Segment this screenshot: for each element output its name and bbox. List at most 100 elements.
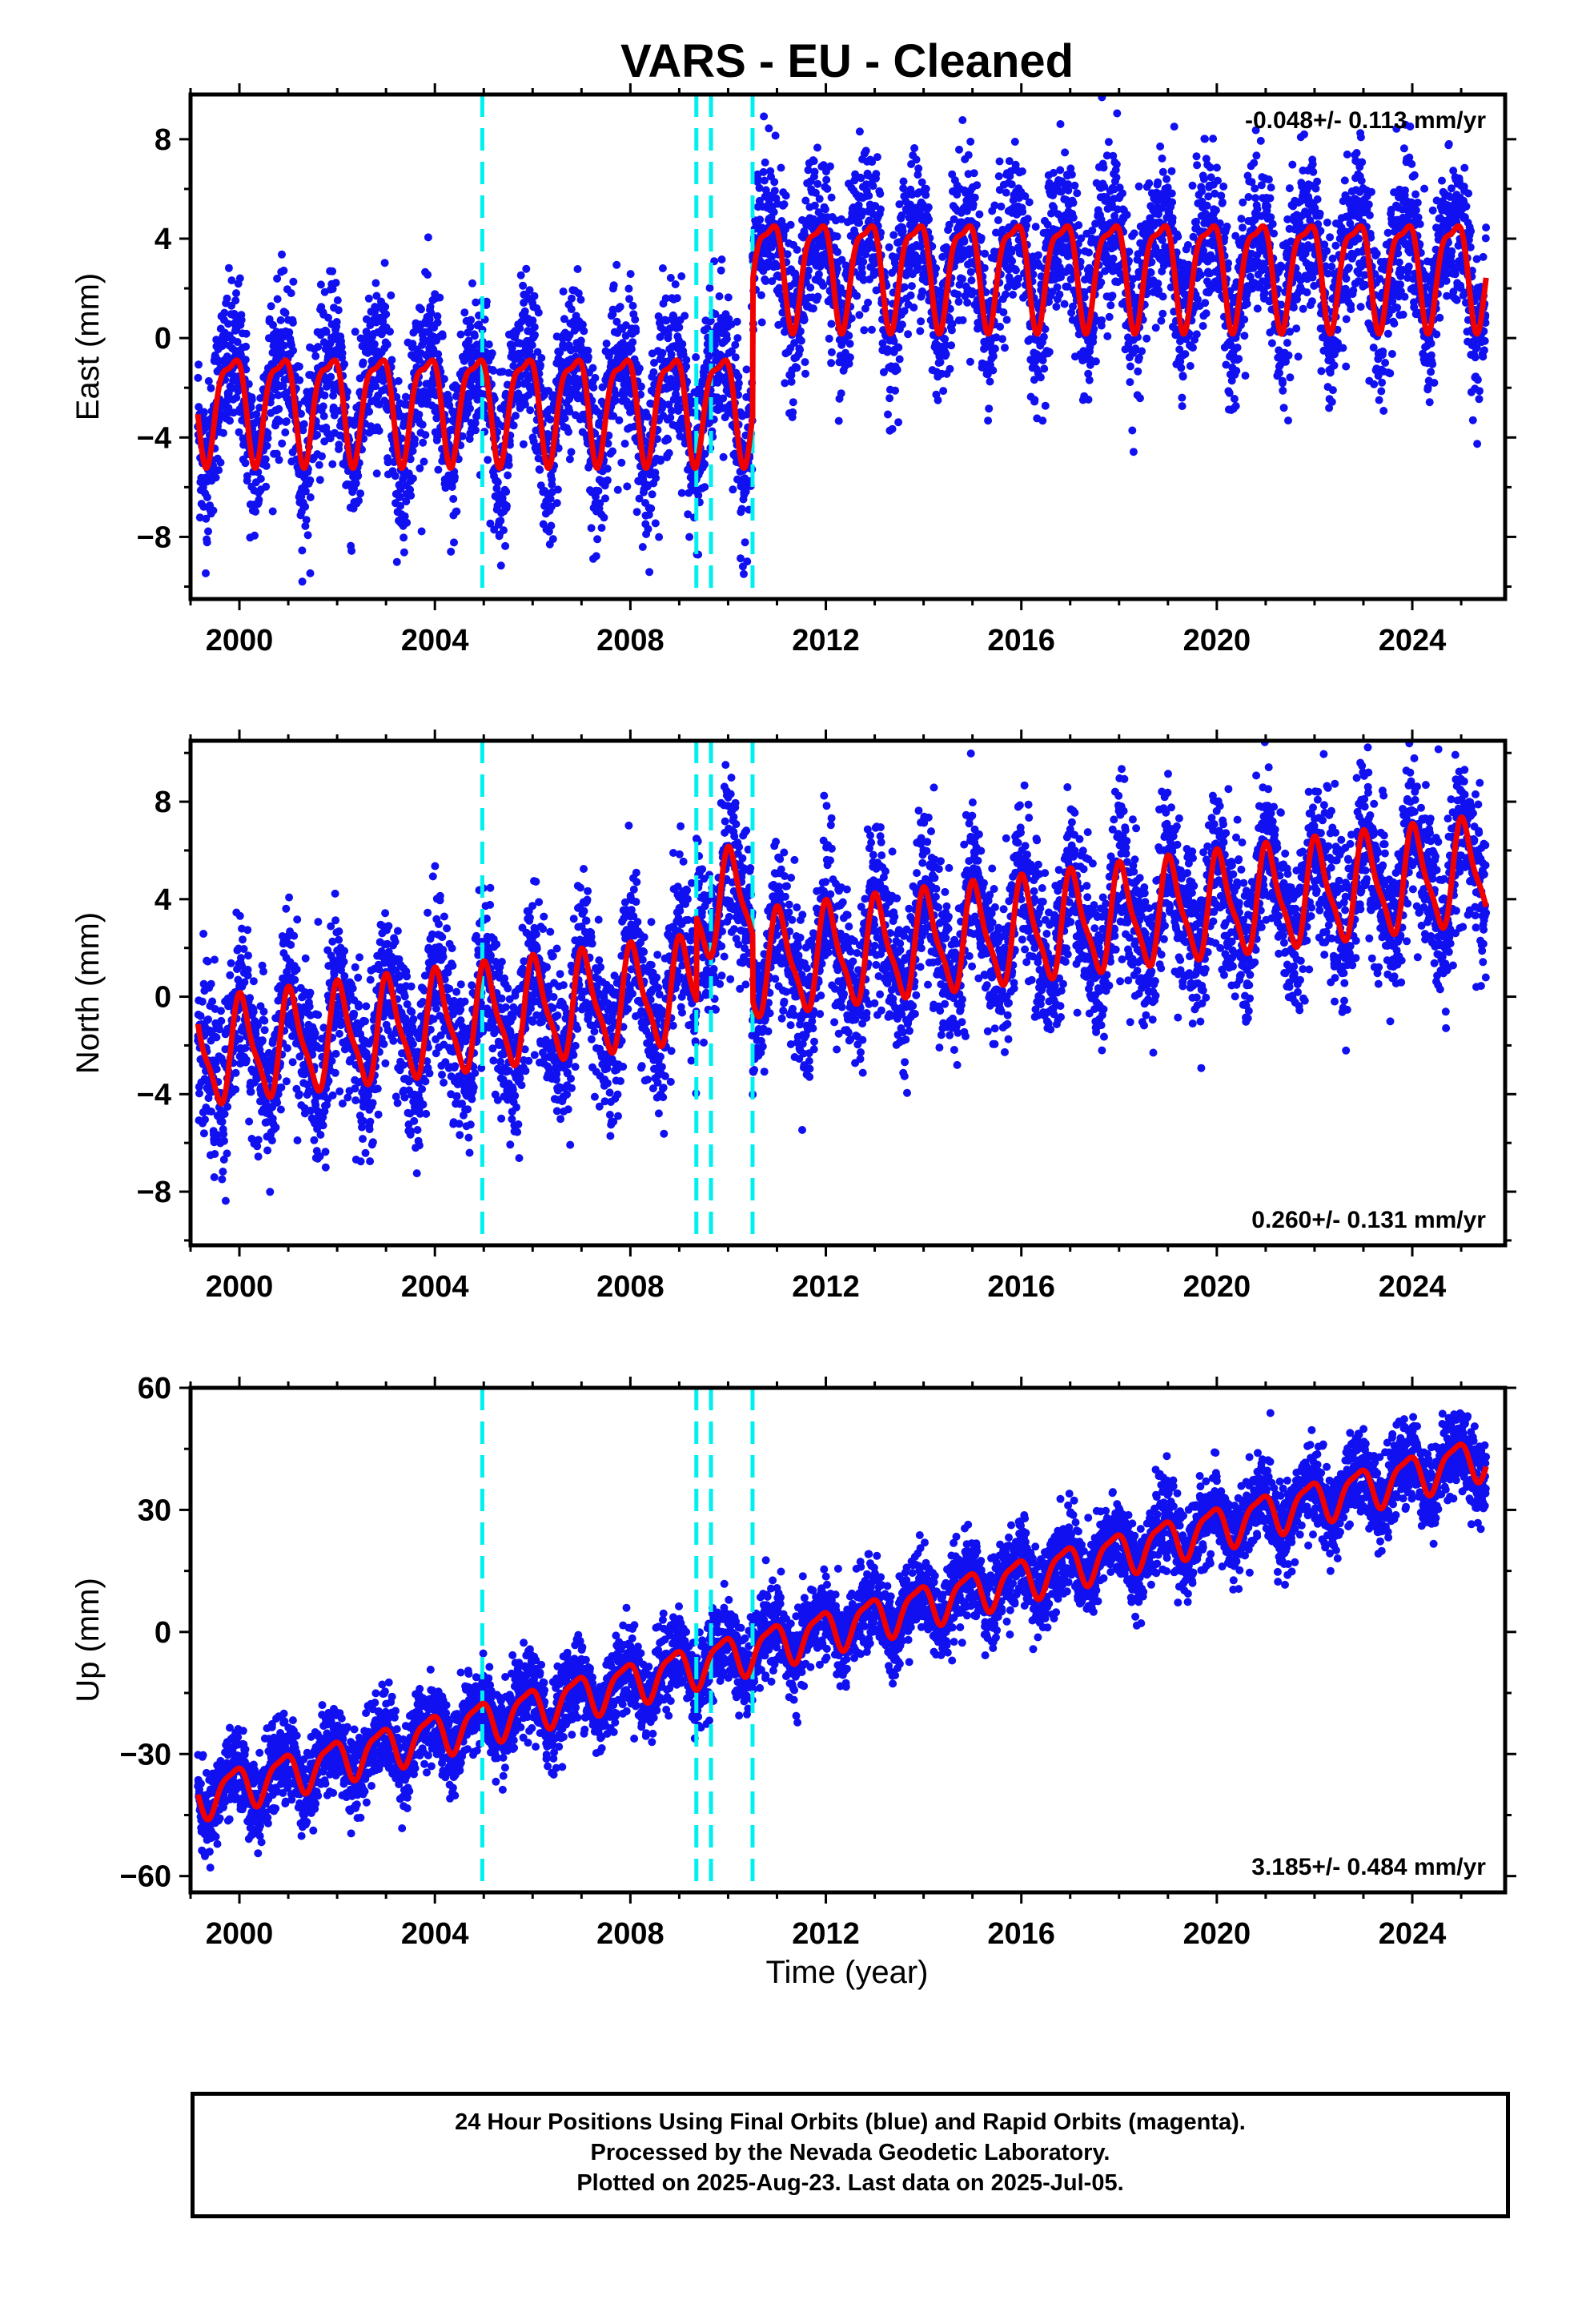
data-point: [1174, 232, 1182, 241]
data-point: [921, 184, 930, 193]
data-point: [493, 478, 502, 487]
data-point: [914, 164, 923, 173]
data-point: [977, 234, 986, 243]
data-point: [408, 447, 417, 456]
data-point: [954, 297, 963, 306]
data-point: [262, 482, 271, 491]
data-point: [675, 323, 684, 332]
data-point: [1099, 163, 1108, 172]
data-point: [400, 512, 409, 521]
data-point: [963, 298, 972, 307]
data-point: [1085, 376, 1094, 384]
data-point: [643, 412, 652, 421]
data-point: [1244, 193, 1253, 201]
data-point: [800, 316, 809, 324]
data-point: [906, 291, 915, 300]
data-point: [1031, 223, 1040, 231]
data-point: [267, 392, 276, 401]
data-point: [966, 357, 974, 366]
data-point: [1167, 167, 1176, 175]
data-point: [793, 245, 801, 254]
data-point: [319, 412, 328, 420]
data-point: [1240, 316, 1249, 324]
data-point: [1034, 251, 1042, 259]
data-point: [242, 329, 251, 338]
data-point: [227, 276, 236, 285]
data-point: [594, 487, 603, 495]
data-point: [958, 275, 966, 283]
data-point: [272, 449, 281, 458]
data-point: [1070, 181, 1079, 190]
data-point: [565, 455, 574, 464]
data-point: [827, 193, 836, 202]
data-point: [628, 338, 637, 347]
data-point: [910, 144, 919, 152]
data-point: [560, 414, 569, 423]
data-point: [632, 508, 641, 517]
data-point: [1052, 303, 1061, 311]
data-point: [801, 369, 809, 378]
data-point: [470, 332, 479, 340]
data-point: [397, 434, 406, 443]
data-point: [889, 231, 898, 239]
data-point: [417, 527, 426, 536]
data-point: [229, 408, 238, 417]
data-point: [1162, 175, 1171, 183]
data-point: [269, 320, 277, 329]
data-point: [564, 428, 572, 436]
data-point: [467, 316, 476, 324]
data-point: [406, 485, 415, 494]
data-point: [241, 459, 250, 468]
data-point: [1189, 344, 1197, 352]
data-point: [1002, 290, 1010, 299]
data-point: [1192, 152, 1201, 161]
data-point: [1193, 161, 1202, 170]
data-point: [647, 504, 656, 513]
data-point: [624, 284, 633, 293]
data-point: [278, 439, 287, 448]
data-point: [383, 458, 392, 467]
data-point: [433, 318, 442, 327]
data-point: [1230, 395, 1239, 403]
data-point: [531, 331, 539, 340]
data-point: [338, 349, 347, 357]
data-point: [1240, 332, 1249, 340]
data-point: [231, 296, 240, 305]
data-point: [837, 389, 845, 398]
data-point: [382, 310, 391, 319]
data-point: [1202, 309, 1211, 318]
data-point: [864, 298, 873, 307]
data-point: [806, 283, 815, 292]
data-point: [819, 281, 828, 290]
data-point: [995, 157, 1004, 166]
data-point: [1146, 268, 1155, 277]
data-point: [530, 323, 539, 332]
data-point: [1130, 229, 1138, 238]
data-point: [372, 292, 381, 300]
data-point: [833, 247, 842, 256]
data-point: [441, 484, 450, 493]
data-point: [297, 409, 305, 418]
data-point: [652, 474, 661, 482]
data-point: [677, 489, 686, 497]
data-point: [252, 410, 261, 419]
data-point: [602, 340, 611, 348]
data-point: [537, 354, 546, 362]
data-point: [232, 289, 240, 298]
data-point: [893, 365, 901, 374]
data-point: [484, 340, 493, 349]
data-point: [1181, 350, 1190, 359]
data-point: [636, 382, 645, 391]
data-point: [553, 485, 562, 494]
data-point: [372, 469, 381, 478]
data-point: [934, 396, 942, 404]
data-point: [391, 472, 400, 480]
data-point: [251, 507, 260, 516]
data-point: [392, 557, 401, 566]
data-point: [885, 243, 893, 251]
data-point: [872, 170, 881, 179]
data-point: [315, 460, 323, 469]
data-point: [620, 440, 629, 448]
data-point: [279, 341, 288, 350]
data-point: [649, 368, 658, 376]
